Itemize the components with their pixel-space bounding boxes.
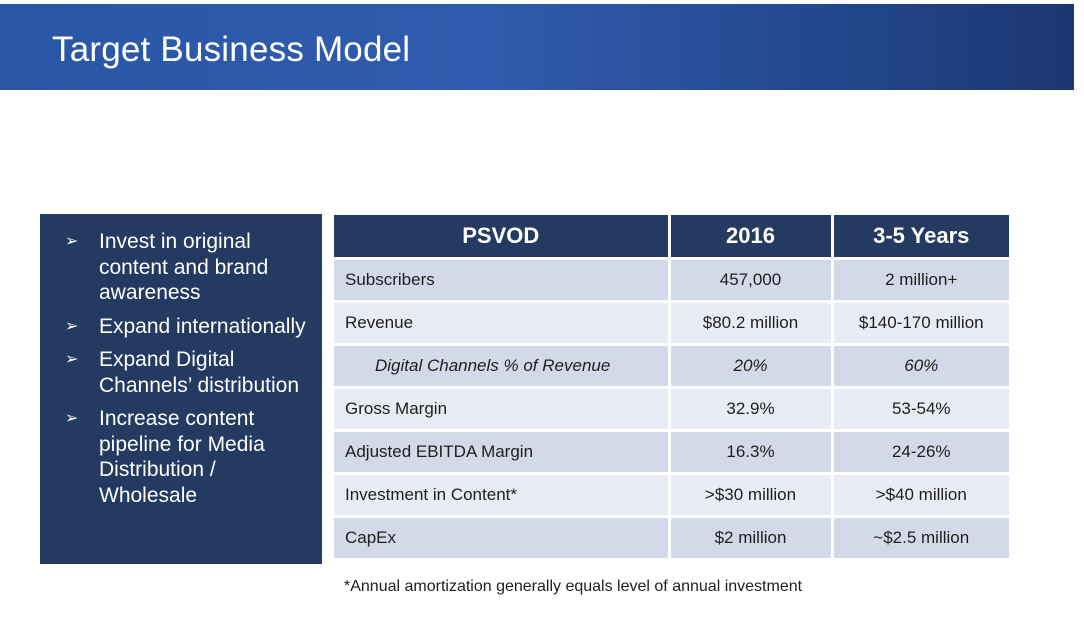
row-label: Adjusted EBITDA Margin: [334, 430, 671, 475]
table-row: Investment in Content* >$30 million >$40…: [334, 473, 1009, 518]
value-3-5-years: 60%: [832, 344, 1009, 389]
strategy-bullet: ➢ Expand internationally: [40, 314, 322, 340]
value-3-5-years: 53-54%: [832, 387, 1009, 432]
row-label: Subscribers: [334, 258, 671, 303]
value-3-5-years: 24-26%: [832, 430, 1009, 475]
header-2016: 2016: [669, 215, 834, 260]
row-label: Digital Channels % of Revenue: [334, 344, 671, 389]
value-3-5-years: 2 million+: [832, 258, 1009, 303]
header-psvod: PSVOD: [334, 215, 671, 260]
strategy-panel: ➢ Invest in original content and brand a…: [40, 214, 322, 564]
bullet-text: Invest in original content and brand awa…: [99, 230, 269, 304]
metrics-table: PSVOD 2016 3-5 Years Subscribers 457,000…: [334, 215, 1009, 561]
strategy-bullet: ➢ Expand Digital Channels’ distribution: [40, 347, 322, 398]
value-3-5-years: $140-170 million: [832, 301, 1009, 346]
table-row: CapEx $2 million ~$2.5 million: [334, 516, 1009, 561]
arrow-bullet-icon: ➢: [65, 410, 79, 427]
value-2016: 457,000: [669, 258, 834, 303]
bullet-text: Expand internationally: [99, 314, 306, 338]
row-label: Gross Margin: [334, 387, 671, 432]
slide-title: Target Business Model: [52, 30, 411, 69]
value-2016: $2 million: [669, 516, 834, 561]
header-3-5-years: 3-5 Years: [832, 215, 1009, 260]
arrow-bullet-icon: ➢: [65, 317, 79, 335]
table-row: Digital Channels % of Revenue 20% 60%: [334, 344, 1009, 389]
value-2016: 20%: [669, 344, 834, 389]
value-2016: $80.2 million: [669, 301, 834, 346]
value-2016: 32.9%: [669, 387, 834, 432]
table-row: Subscribers 457,000 2 million+: [334, 258, 1009, 303]
footnote: *Annual amortization generally equals le…: [344, 578, 803, 595]
arrow-bullet-icon: ➢: [65, 233, 79, 250]
strategy-bullet: ➢ Invest in original content and brand a…: [40, 229, 322, 306]
row-label: Revenue: [334, 301, 671, 346]
value-3-5-years: >$40 million: [832, 473, 1009, 518]
value-2016: 16.3%: [669, 430, 834, 475]
strategy-bullet: ➢ Increase content pipeline for Media Di…: [40, 406, 322, 508]
bullet-text: Increase content pipeline for Media Dist…: [99, 407, 265, 507]
row-label: Investment in Content*: [334, 473, 671, 518]
table-row: Gross Margin 32.9% 53-54%: [334, 387, 1009, 432]
value-2016: >$30 million: [669, 473, 834, 518]
table-row: Revenue $80.2 million $140-170 million: [334, 301, 1009, 346]
bullet-text: Expand Digital Channels’ distribution: [99, 348, 300, 397]
strategy-bullet-list: ➢ Invest in original content and brand a…: [40, 214, 322, 508]
arrow-bullet-icon: ➢: [65, 351, 79, 368]
value-3-5-years: ~$2.5 million: [832, 516, 1009, 561]
table-header-row: PSVOD 2016 3-5 Years: [334, 215, 1009, 260]
title-bar: Target Business Model: [0, 4, 1074, 90]
row-label: CapEx: [334, 516, 671, 561]
table-row: Adjusted EBITDA Margin 16.3% 24-26%: [334, 430, 1009, 475]
